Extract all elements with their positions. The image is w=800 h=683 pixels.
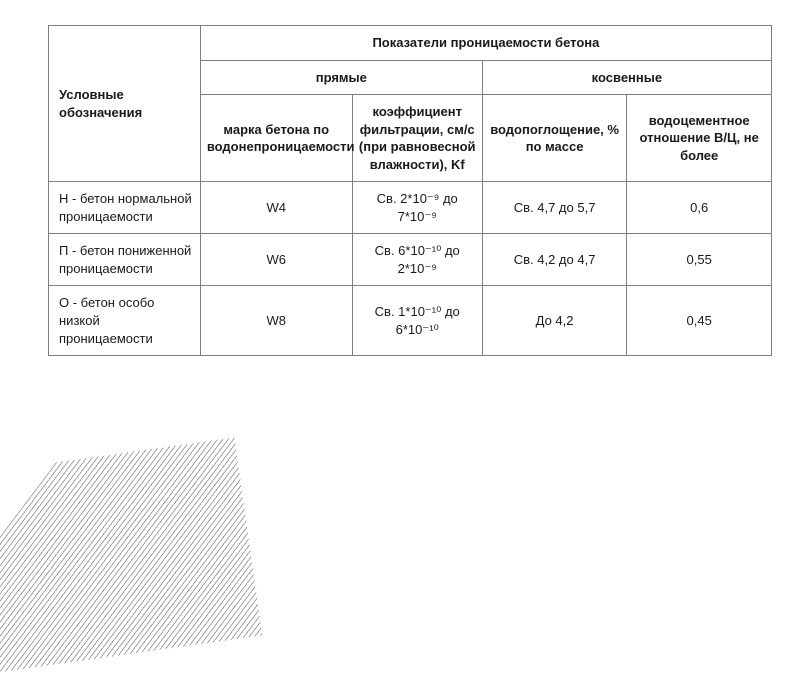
- cell: 0,45: [627, 286, 772, 356]
- hatch-pattern: [0, 437, 262, 682]
- table-row: О - бетон особо низкой проницаемости W8 …: [49, 286, 772, 356]
- cell: 0,6: [627, 182, 772, 234]
- permeability-table: Условные обозначения Показатели проницае…: [48, 25, 772, 356]
- row-label: П - бетон пониженной проницаемости: [49, 234, 201, 286]
- col-header-designation: Условные обозначения: [49, 26, 201, 182]
- col-header-absorption: водопоглощение, % по массе: [482, 95, 627, 182]
- cell: Св. 6*10⁻¹⁰ до 2*10⁻⁹: [352, 234, 482, 286]
- table-row: П - бетон пониженной проницаемости W6 Св…: [49, 234, 772, 286]
- row-label: Н - бетон нормальной проницаемости: [49, 182, 201, 234]
- col-header-top: Показатели проницаемости бетона: [200, 26, 771, 61]
- col-header-grade: марка бетона по водонепроницаемости: [200, 95, 352, 182]
- col-group-indirect: косвенные: [482, 60, 771, 95]
- decorative-hatch: [0, 437, 262, 682]
- col-header-wc-ratio: водоцементное отношение В/Ц, не более: [627, 95, 772, 182]
- cell: Св. 4,2 до 4,7: [482, 234, 627, 286]
- cell: До 4,2: [482, 286, 627, 356]
- cell: Св. 4,7 до 5,7: [482, 182, 627, 234]
- slide: Условные обозначения Показатели проницае…: [0, 0, 800, 600]
- cell: W8: [200, 286, 352, 356]
- cell: W6: [200, 234, 352, 286]
- col-header-filtration: коэффициент фильтрации, см/с (при равнов…: [352, 95, 482, 182]
- row-label: О - бетон особо низкой проницаемости: [49, 286, 201, 356]
- table-row: Н - бетон нормальной проницаемости W4 Св…: [49, 182, 772, 234]
- cell: Св. 1*10⁻¹⁰ до 6*10⁻¹⁰: [352, 286, 482, 356]
- table-container: Условные обозначения Показатели проницае…: [48, 25, 772, 356]
- cell: W4: [200, 182, 352, 234]
- col-group-direct: прямые: [200, 60, 482, 95]
- cell: Св. 2*10⁻⁹ до 7*10⁻⁹: [352, 182, 482, 234]
- cell: 0,55: [627, 234, 772, 286]
